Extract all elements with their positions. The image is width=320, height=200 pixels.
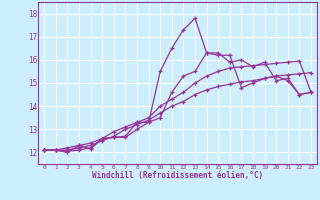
X-axis label: Windchill (Refroidissement éolien,°C): Windchill (Refroidissement éolien,°C) [92, 171, 263, 180]
